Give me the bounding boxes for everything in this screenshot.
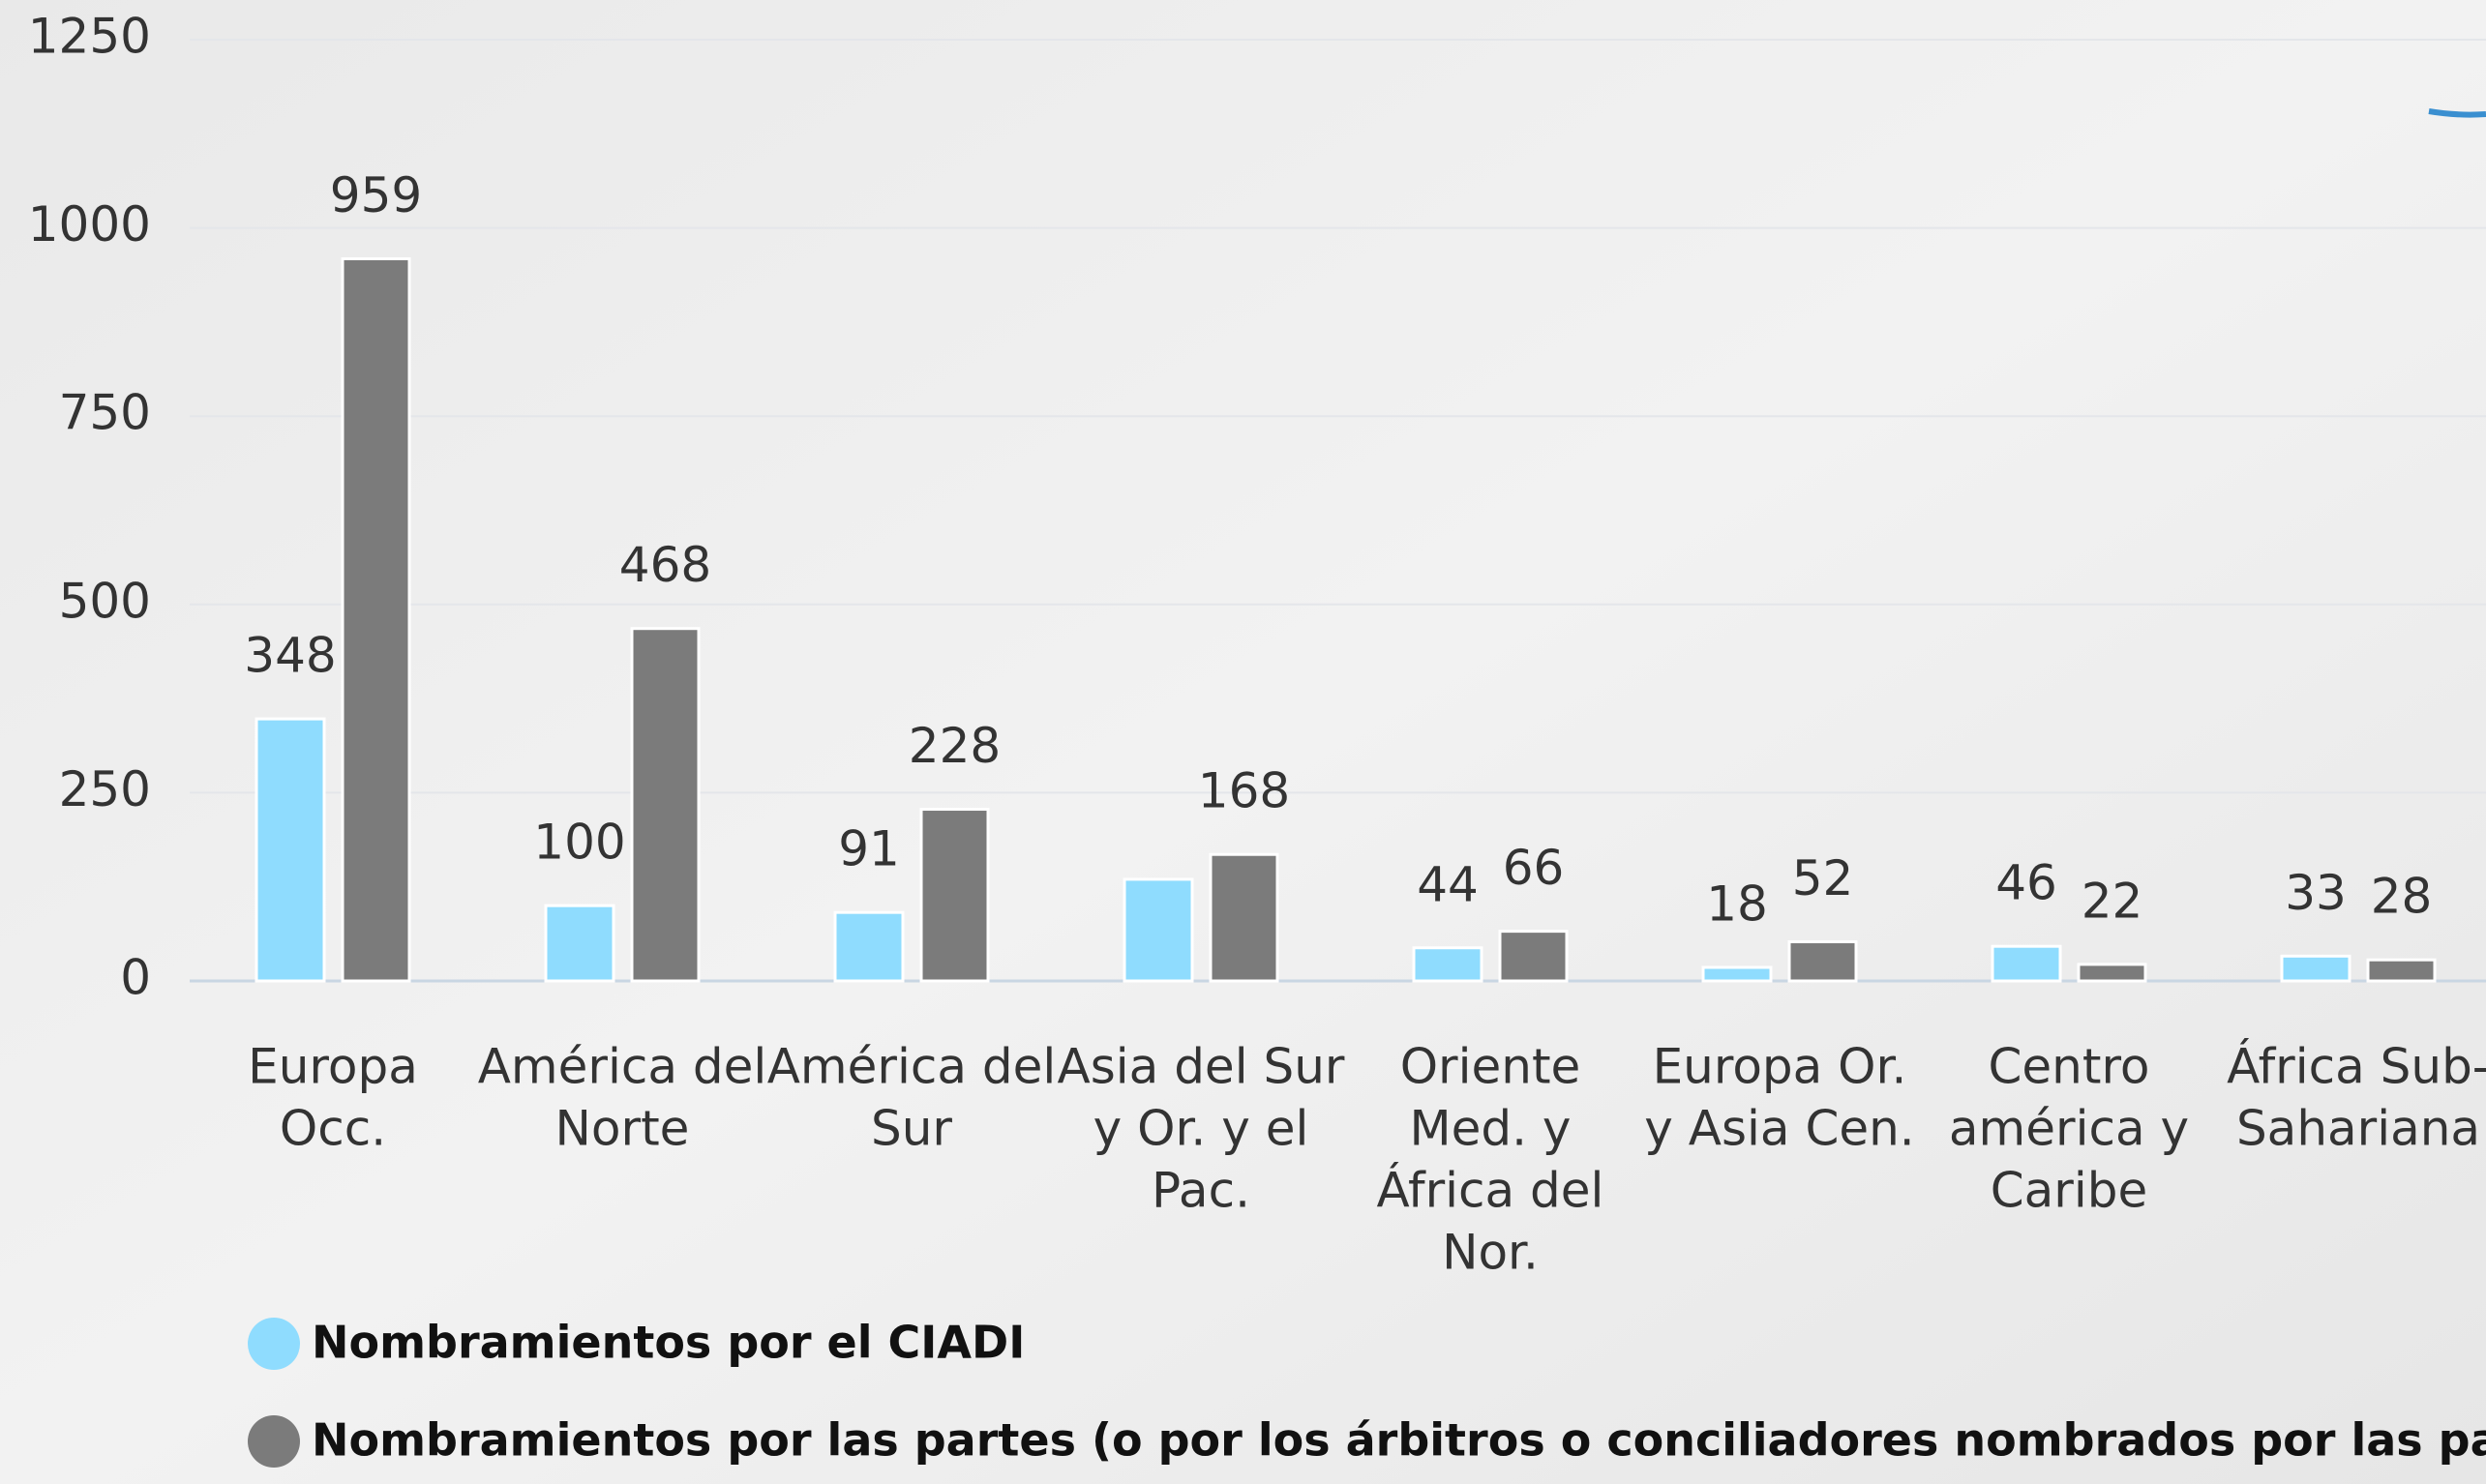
data-label: 66: [1503, 840, 1565, 896]
data-label: 46: [1995, 855, 2057, 911]
y-tick-label: 500: [59, 573, 151, 629]
bar: [1991, 944, 2062, 983]
y-tick-label: 1250: [28, 9, 151, 65]
data-label: 22: [2082, 873, 2143, 929]
data-label: 91: [838, 821, 900, 877]
data-label: 168: [1198, 763, 1290, 819]
legend-label: Nombramientos por el CIADI: [312, 1317, 1025, 1369]
x-tick-label: Caribe: [1991, 1163, 2148, 1219]
x-tick-label: Sur: [871, 1101, 952, 1157]
bar: [1123, 877, 1194, 983]
bar: [2280, 954, 2351, 983]
bar: [1412, 946, 1483, 983]
bar: [919, 808, 990, 983]
data-label: 228: [909, 718, 1001, 774]
bar: [341, 257, 411, 983]
x-tick-label: Oriente: [1400, 1039, 1581, 1095]
legend-label: Nombramientos por las partes (o por los …: [312, 1414, 2486, 1467]
x-tick-label: África del: [1377, 1162, 1604, 1219]
data-label: 100: [533, 815, 625, 871]
x-tick-label: Europa Or.: [1653, 1039, 1907, 1095]
x-tick-label: Pac.: [1152, 1163, 1250, 1219]
data-label: 44: [1417, 856, 1479, 912]
y-tick-label: 750: [59, 385, 151, 441]
x-tick-label: América del: [478, 1039, 767, 1095]
x-tick-label: Sahariana: [2236, 1101, 2480, 1157]
x-tick-label: Norte: [555, 1101, 690, 1157]
x-tick-label: américa y: [1949, 1101, 2189, 1157]
data-label: 468: [619, 537, 711, 593]
legend-marker: [248, 1415, 300, 1468]
decoration: [2428, 108, 2486, 118]
data-label: 348: [244, 628, 336, 684]
bar: [630, 627, 701, 983]
x-tick-label: y Asia Cen.: [1644, 1101, 1914, 1157]
bar: [1209, 852, 1279, 983]
x-tick-label: Med. y: [1409, 1101, 1571, 1157]
x-tick-label: Europa: [248, 1039, 418, 1095]
data-label: 28: [2371, 869, 2433, 925]
data-label: 52: [1792, 850, 1854, 906]
x-tick-label: Asia del Sur: [1058, 1039, 1345, 1095]
x-tick-label: Occ.: [280, 1101, 386, 1157]
data-label: 959: [330, 167, 422, 223]
legend-marker: [248, 1318, 300, 1370]
bar: [1787, 940, 1858, 983]
bar: [2366, 958, 2437, 983]
data-label: 18: [1706, 876, 1768, 932]
data-label: 33: [2285, 865, 2347, 921]
x-tick-label: Nor.: [1442, 1225, 1539, 1281]
x-tick-label: África Sub-: [2227, 1038, 2486, 1095]
y-tick-label: 250: [59, 761, 151, 817]
bar: [1498, 930, 1569, 983]
bar: [255, 717, 326, 983]
x-tick-label: Centro: [1988, 1039, 2149, 1095]
y-tick-label: 1000: [28, 196, 151, 252]
bar: [833, 910, 905, 983]
y-tick-label: 0: [120, 950, 151, 1006]
bar: [544, 904, 615, 983]
x-tick-label: y Or. y el: [1093, 1101, 1309, 1157]
bar: [2077, 963, 2147, 983]
bar: [1701, 965, 1773, 983]
x-tick-label: América del: [767, 1039, 1057, 1095]
